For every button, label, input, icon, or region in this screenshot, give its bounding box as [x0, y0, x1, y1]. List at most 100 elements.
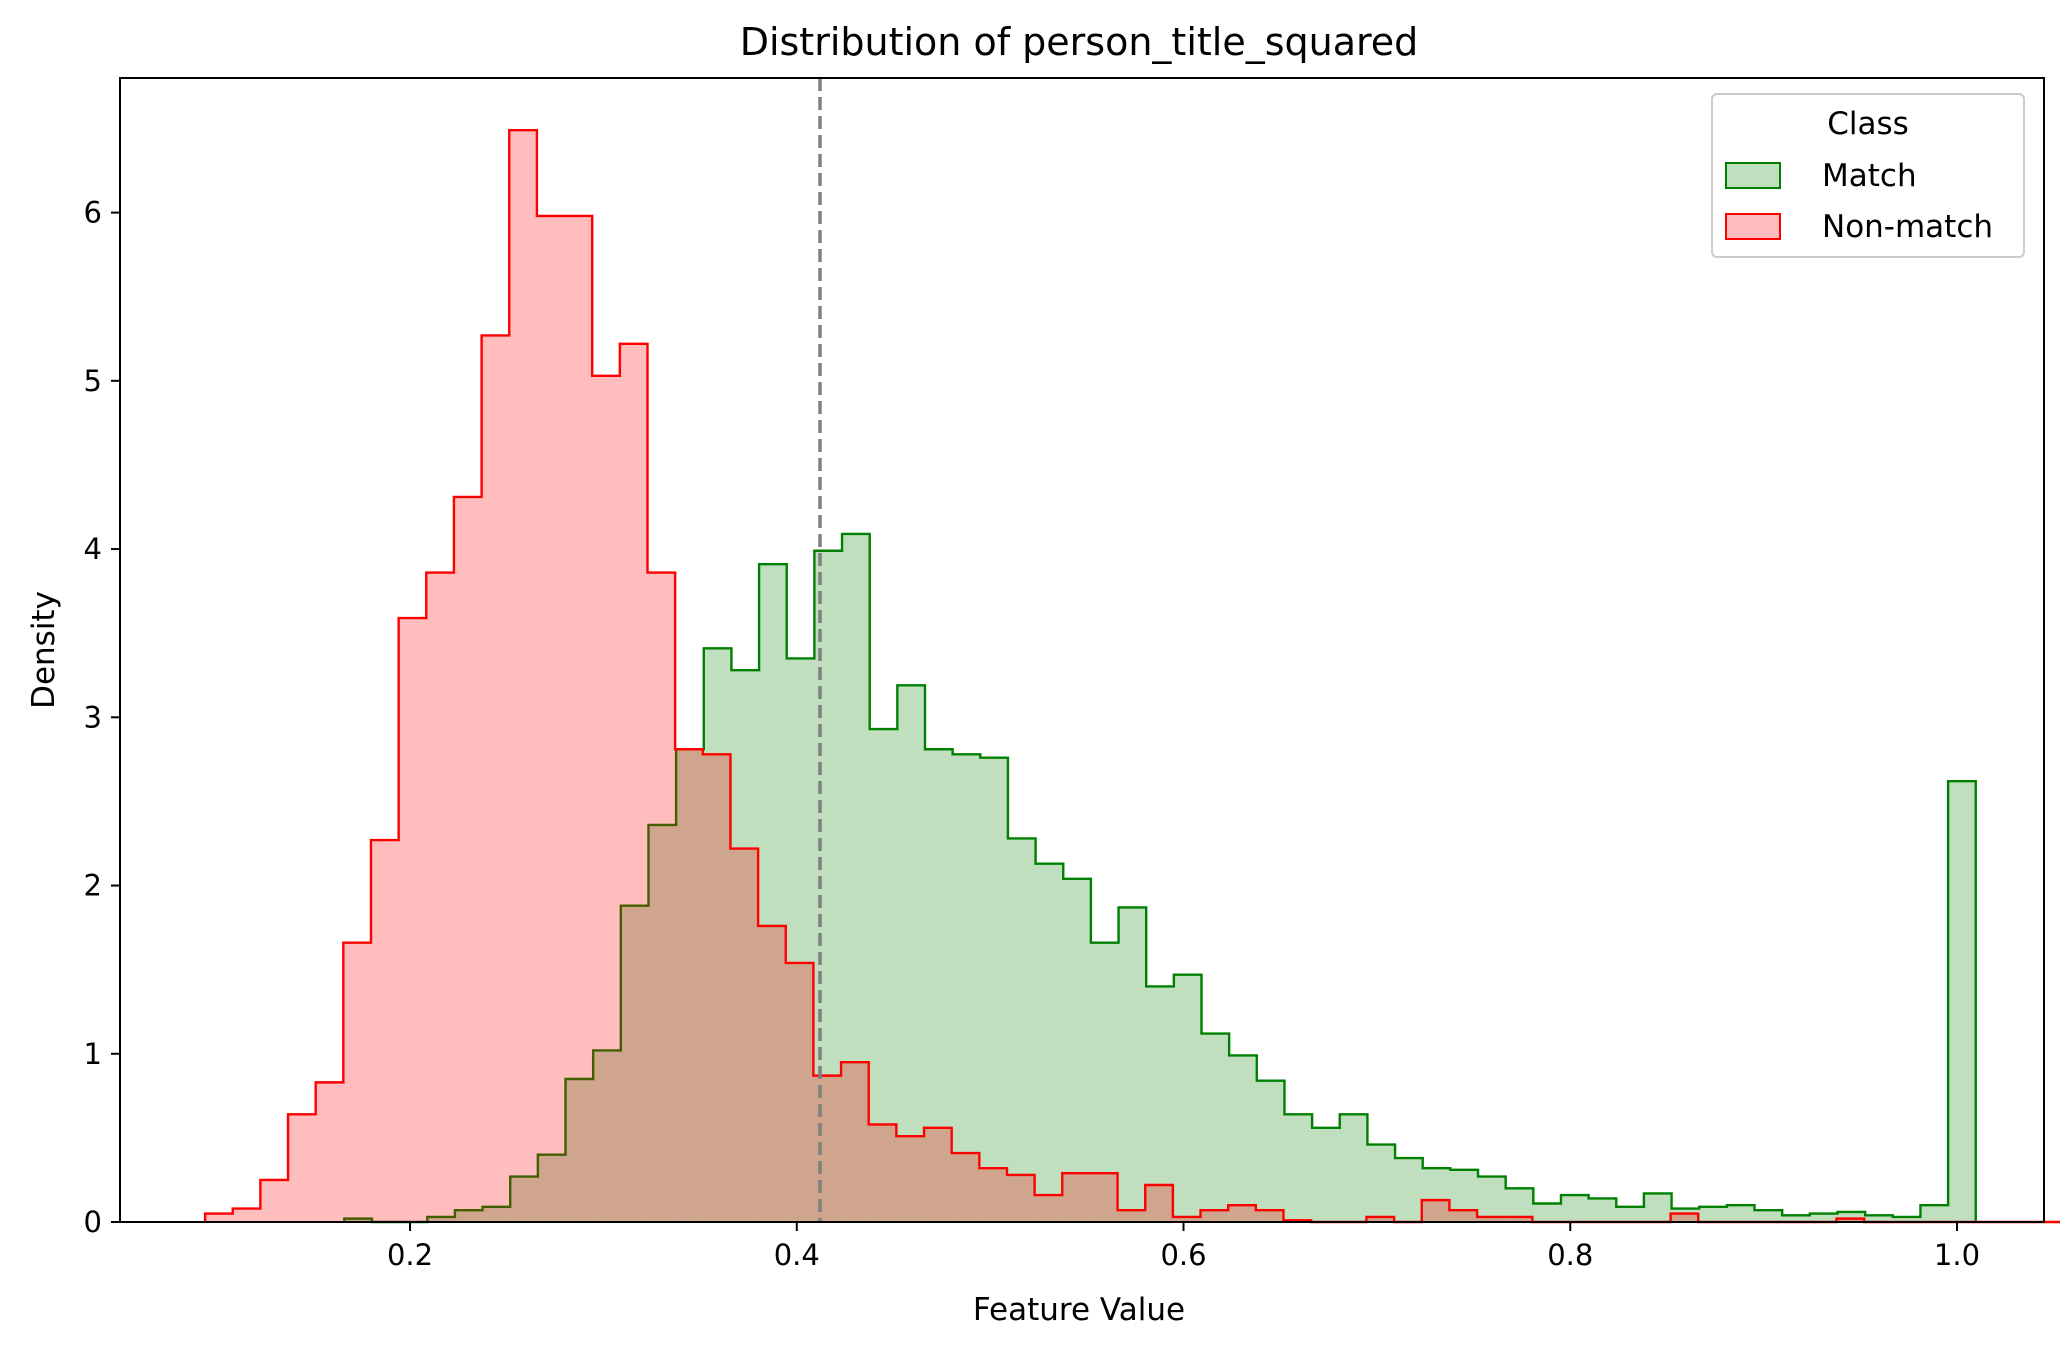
axes-frame	[119, 77, 2045, 1223]
bar-non-match-15	[619, 343, 648, 1222]
bar-match-53	[1809, 1213, 1838, 1222]
legend-swatch-non-match	[1725, 213, 1781, 240]
x-tick-label-0: 0.2	[387, 1238, 433, 1272]
bar-match-40	[1450, 1169, 1479, 1222]
bar-non-match-9	[453, 496, 482, 1222]
bar-match-48	[1671, 1208, 1700, 1222]
bar-non-match-6	[370, 840, 399, 1222]
bar-match-37	[1367, 1144, 1396, 1222]
bar-non-match-26	[924, 1127, 952, 1222]
bar-match-5	[482, 1206, 511, 1222]
y-axis-label: Density	[26, 591, 62, 709]
bar-match-8	[565, 1079, 594, 1222]
bar-non-match-20	[758, 925, 786, 1222]
y-tick-label-3: 3	[84, 700, 102, 734]
bar-non-match-47	[1504, 1216, 1533, 1222]
y-tick-label-0: 0	[84, 1205, 102, 1239]
bar-non-match-8	[426, 572, 454, 1222]
bar-match-46	[1616, 1206, 1644, 1222]
chart-title: Distribution of person_title_squared	[740, 20, 1419, 64]
bar-non-match-7	[398, 618, 427, 1222]
bar-match-43	[1533, 1203, 1561, 1222]
bar-non-match-34	[1145, 1184, 1173, 1222]
bar-non-match-30	[1034, 1195, 1063, 1222]
bar-non-match-36	[1200, 1210, 1229, 1222]
bar-non-match-45	[1449, 1210, 1478, 1222]
bar-match-41	[1478, 1176, 1506, 1222]
x-tick-label-2: 0.6	[1160, 1238, 1206, 1272]
bar-non-match-14	[592, 375, 620, 1222]
bar-non-match-12	[536, 215, 565, 1222]
y-tick-label-6: 6	[84, 196, 102, 230]
bar-match-14	[731, 670, 760, 1222]
legend: Class Match Non-match	[1711, 93, 2025, 258]
bar-match-44	[1560, 1195, 1589, 1222]
bar-match-18	[842, 533, 870, 1222]
bar-non-match-24	[868, 1124, 897, 1222]
bar-match-20	[897, 685, 925, 1222]
bar-match-0	[344, 1218, 372, 1222]
bar-match-3	[427, 1216, 455, 1222]
bar-non-match-13	[564, 215, 593, 1222]
x-tick-label-4: 1.0	[1934, 1238, 1980, 1272]
bar-match-38	[1395, 1158, 1423, 1222]
bar-non-match-37	[1228, 1205, 1256, 1222]
bar-non-match-1	[232, 1208, 261, 1222]
y-tick-label-4: 4	[84, 532, 102, 566]
bar-non-match-25	[896, 1136, 925, 1222]
bar-non-match-2	[260, 1179, 289, 1222]
bar-non-match-59	[1836, 1218, 1865, 1222]
outline-match	[343, 532, 1977, 1224]
bar-match-16	[786, 658, 815, 1222]
bar-match-51	[1754, 1210, 1783, 1222]
bar-match-28	[1118, 907, 1147, 1222]
bar-match-34	[1284, 1114, 1313, 1222]
bar-non-match-46	[1477, 1216, 1505, 1222]
bar-match-39	[1422, 1168, 1451, 1222]
bar-match-57	[1920, 1205, 1949, 1222]
series-non-match	[203, 128, 2060, 1224]
bar-match-36	[1339, 1114, 1368, 1222]
y-tick-label-5: 5	[84, 364, 102, 398]
bar-non-match-0	[205, 1213, 233, 1222]
bar-non-match-22	[813, 1075, 842, 1222]
bar-non-match-17	[675, 749, 703, 1222]
bar-non-match-29	[1006, 1174, 1035, 1222]
bar-match-32	[1229, 1055, 1257, 1222]
bar-non-match-21	[785, 962, 814, 1222]
bar-non-match-5	[343, 942, 371, 1222]
plot-area	[119, 77, 2060, 1224]
bar-match-58	[1948, 781, 1976, 1222]
bar-non-match-33	[1117, 1210, 1146, 1222]
bar-match-55	[1865, 1215, 1893, 1222]
bar-non-match-10	[481, 335, 510, 1222]
bar-match-21	[924, 749, 953, 1222]
bar-match-12	[676, 749, 704, 1222]
legend-swatch-match	[1725, 162, 1781, 189]
bar-non-match-38	[1255, 1210, 1284, 1222]
bar-match-7	[537, 1154, 566, 1222]
bar-match-31	[1201, 1033, 1230, 1222]
bar-match-26	[1063, 878, 1091, 1222]
bar-non-match-35	[1172, 1216, 1201, 1222]
bar-non-match-23	[841, 1062, 869, 1222]
bar-match-27	[1090, 942, 1119, 1222]
bar-match-35	[1312, 1127, 1340, 1222]
bar-match-13	[703, 648, 732, 1222]
bar-non-match-42	[1366, 1216, 1395, 1222]
bar-match-49	[1699, 1206, 1727, 1222]
bar-match-6	[510, 1176, 538, 1222]
y-tick-label-1: 1	[84, 1037, 102, 1071]
series-match	[343, 532, 1977, 1224]
legend-frame	[1711, 93, 2025, 258]
bar-match-19	[869, 729, 898, 1222]
bar-non-match-27	[951, 1153, 980, 1222]
bar-non-match-32	[1089, 1173, 1118, 1222]
bar-match-50	[1726, 1205, 1755, 1222]
x-tick-label-1: 0.4	[774, 1238, 820, 1272]
bar-non-match-18	[702, 754, 731, 1222]
bar-match-54	[1837, 1211, 1866, 1222]
bar-non-match-53	[1670, 1213, 1699, 1222]
